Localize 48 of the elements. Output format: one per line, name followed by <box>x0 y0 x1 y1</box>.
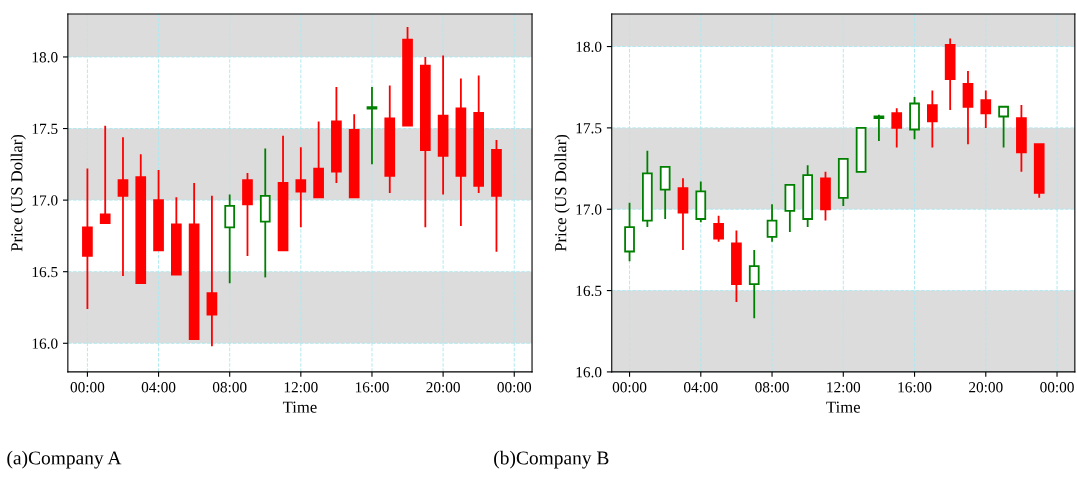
candlestick <box>117 136 129 277</box>
y-tick-label: 18.0 <box>576 41 602 53</box>
x-tick-label: 16:00 <box>355 382 389 393</box>
candlestick <box>455 77 467 227</box>
y-tick-label: 17.0 <box>576 204 602 215</box>
x-tick-label: 08:00 <box>212 382 247 393</box>
x-tick-label: 00:00 <box>1040 382 1074 393</box>
y-tick-label: 17.0 <box>32 195 58 206</box>
candlestick <box>419 56 431 229</box>
x-tick-label: 00:00 <box>70 382 105 393</box>
x-axis-title: Time <box>826 401 861 413</box>
candlestick <box>802 164 814 229</box>
candlestick <box>962 70 974 146</box>
y-tick-label: 16.0 <box>32 338 58 349</box>
candlestick <box>677 177 689 251</box>
y-tick-label: 18.0 <box>32 52 58 63</box>
x-tick-label: 04:00 <box>683 382 718 393</box>
text: (a)Company A <box>7 450 122 469</box>
y-axis-title: Price (US Dollar) <box>554 134 570 252</box>
x-tick-label: 04:00 <box>141 382 176 393</box>
candlestick <box>713 214 724 243</box>
y-tick-label: 17.5 <box>576 123 602 134</box>
x-tick-label: 00:00 <box>612 382 647 393</box>
y-tick-label: 16.5 <box>576 285 602 297</box>
y-axis-title: Price (US Dollar) <box>10 134 26 252</box>
candlestick <box>944 37 956 111</box>
candlestick <box>224 193 236 285</box>
candlestick <box>473 74 485 194</box>
candlestick <box>926 89 938 149</box>
x-tick-label: 00:00 <box>497 382 532 393</box>
text: (b)Company B <box>494 450 609 469</box>
candlestick <box>206 194 218 348</box>
candlestick <box>748 248 760 320</box>
x-tick-label: 12:00 <box>827 382 861 393</box>
y-tick-label: 17.5 <box>32 123 58 135</box>
x-tick-label: 08:00 <box>755 382 789 393</box>
x-axis-title: Time <box>282 401 317 413</box>
candlestick <box>295 146 307 229</box>
x-tick-label: 16:00 <box>898 382 932 393</box>
candlestick <box>366 86 378 166</box>
x-tick-label: 20:00 <box>969 382 1003 393</box>
x-tick-label: 12:00 <box>284 382 318 393</box>
y-tick-label: 16.5 <box>32 266 58 278</box>
x-tick-label: 20:00 <box>426 382 460 393</box>
y-tick-label: 16.0 <box>576 367 602 378</box>
candlestick <box>384 84 396 194</box>
candlestick <box>259 147 271 279</box>
candlestick <box>980 89 992 129</box>
